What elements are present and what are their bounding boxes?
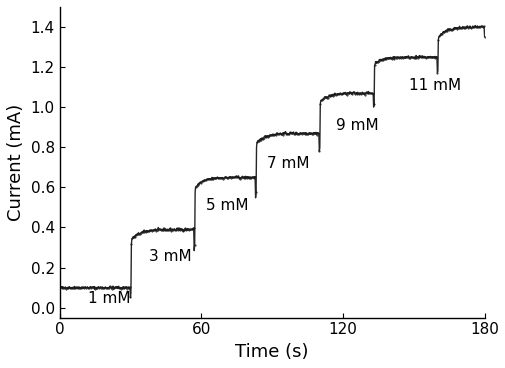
Text: 1 mM: 1 mM	[88, 291, 130, 305]
Text: 7 mM: 7 mM	[267, 156, 309, 171]
Text: 5 mM: 5 mM	[206, 198, 248, 213]
Text: 9 mM: 9 mM	[335, 118, 378, 133]
X-axis label: Time (s): Time (s)	[235, 343, 308, 361]
Y-axis label: Current (mA): Current (mA)	[7, 104, 25, 221]
Text: 11 mM: 11 mM	[408, 78, 460, 93]
Text: 3 mM: 3 mM	[149, 248, 191, 263]
